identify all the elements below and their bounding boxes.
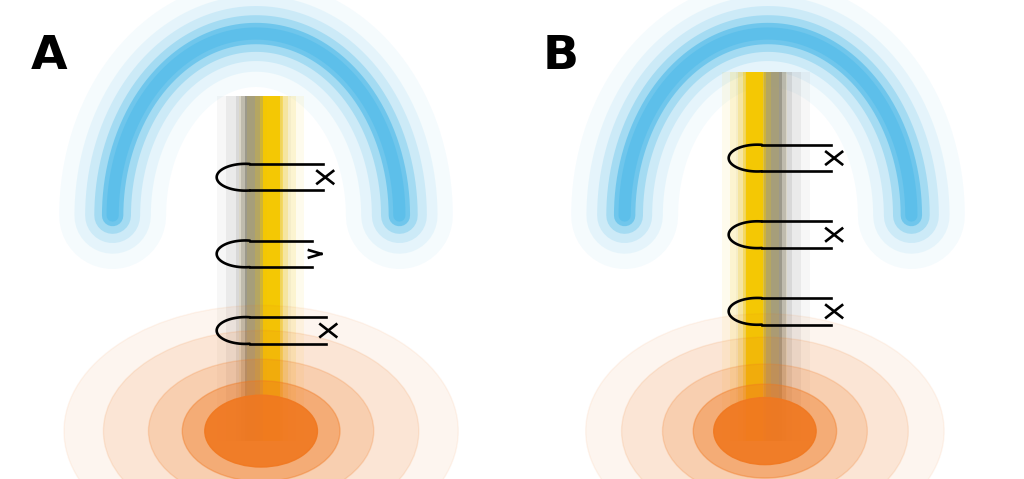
Ellipse shape <box>148 359 374 479</box>
Ellipse shape <box>693 384 837 478</box>
Ellipse shape <box>714 398 816 465</box>
Ellipse shape <box>663 364 867 479</box>
Text: A: A <box>31 34 68 79</box>
Ellipse shape <box>586 314 944 479</box>
Ellipse shape <box>622 337 908 479</box>
Ellipse shape <box>63 306 459 479</box>
Ellipse shape <box>103 331 419 479</box>
Ellipse shape <box>205 395 317 467</box>
Text: B: B <box>543 34 579 79</box>
Ellipse shape <box>182 381 340 479</box>
